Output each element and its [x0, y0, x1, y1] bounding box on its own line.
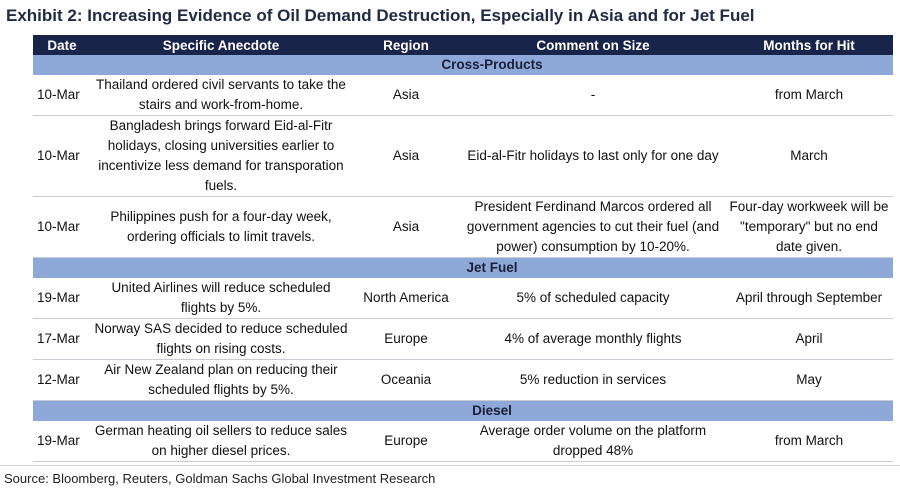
section-row-cross-products: Cross-Products — [33, 55, 893, 75]
cell-region: Europe — [384, 433, 428, 448]
cell-months: May — [796, 372, 822, 387]
cell-region: Europe — [384, 331, 428, 346]
section-label: Diesel — [472, 403, 512, 418]
cell-comment: - — [590, 87, 596, 102]
oil-demand-table: Date Specific Anecdote Region Comment on… — [33, 35, 893, 462]
cell-comment: 4% of average monthly flights — [504, 331, 682, 346]
section-label: Jet Fuel — [466, 260, 518, 275]
section-label: Cross-Products — [441, 57, 543, 72]
table-row: 10-Mar Philippines push for a four-day w… — [33, 197, 893, 258]
cell-date: 19-Mar — [37, 433, 80, 448]
cell-date: 12-Mar — [37, 372, 80, 387]
table-row: 19-Mar United Airlines will reduce sched… — [33, 278, 893, 319]
table-row: 10-Mar Thailand ordered civil servants t… — [33, 75, 893, 116]
cell-months: from March — [774, 433, 844, 448]
cell-months: April — [795, 331, 823, 346]
table-row: 10-Mar Bangladesh brings forward Eid-al-… — [33, 116, 893, 197]
header-comment: Comment on Size — [461, 35, 725, 55]
cell-anecdote: Bangladesh brings forward Eid-al-Fitr ho… — [98, 118, 344, 193]
section-row-diesel: Diesel — [33, 400, 893, 421]
header-region: Region — [351, 35, 461, 55]
header-months: Months for Hit — [725, 35, 893, 55]
table-row: 17-Mar Norway SAS decided to reduce sche… — [33, 319, 893, 360]
cell-months: April through September — [735, 290, 883, 305]
cell-months: March — [790, 148, 828, 163]
cell-anecdote: German heating oil sellers to reduce sal… — [94, 423, 348, 458]
cell-date: 10-Mar — [37, 219, 80, 234]
exhibit-title: Exhibit 2: Increasing Evidence of Oil De… — [6, 6, 755, 25]
cell-comment: Average order volume on the platform dro… — [479, 423, 707, 458]
cell-months: Four-day workweek will be "temporary" bu… — [729, 199, 889, 254]
table-row: 19-Mar German heating oil sellers to red… — [33, 421, 893, 462]
cell-comment: President Ferdinand Marcos ordered all g… — [466, 199, 720, 254]
header-date: Date — [33, 35, 91, 55]
source-note: Source: Bloomberg, Reuters, Goldman Sach… — [4, 471, 436, 486]
cell-comment: Eid-al-Fitr holidays to last only for on… — [467, 148, 719, 163]
cell-anecdote: Philippines push for a four-day week, or… — [110, 209, 332, 244]
cell-date: 19-Mar — [37, 290, 80, 305]
cell-date: 10-Mar — [37, 148, 80, 163]
cell-region: Oceania — [380, 372, 432, 387]
cell-anecdote: Norway SAS decided to reduce scheduled f… — [94, 321, 348, 356]
cell-region: Asia — [392, 219, 420, 234]
cell-region: Asia — [392, 87, 420, 102]
cell-date: 10-Mar — [37, 87, 80, 102]
table-header-row: Date Specific Anecdote Region Comment on… — [33, 35, 893, 55]
table-row: 12-Mar Air New Zealand plan on reducing … — [33, 360, 893, 401]
cell-region: Asia — [392, 148, 420, 163]
divider — [0, 465, 900, 466]
header-anecdote: Specific Anecdote — [91, 35, 351, 55]
cell-anecdote: United Airlines will reduce scheduled fl… — [111, 280, 331, 315]
cell-comment: 5% of scheduled capacity — [516, 290, 670, 305]
cell-anecdote: Air New Zealand plan on reducing their s… — [104, 362, 338, 397]
cell-date: 17-Mar — [37, 331, 80, 346]
cell-anecdote: Thailand ordered civil servants to take … — [96, 77, 346, 112]
cell-region: North America — [363, 290, 449, 305]
cell-months: from March — [774, 87, 844, 102]
cell-comment: 5% reduction in services — [519, 372, 667, 387]
section-row-jet-fuel: Jet Fuel — [33, 257, 893, 278]
